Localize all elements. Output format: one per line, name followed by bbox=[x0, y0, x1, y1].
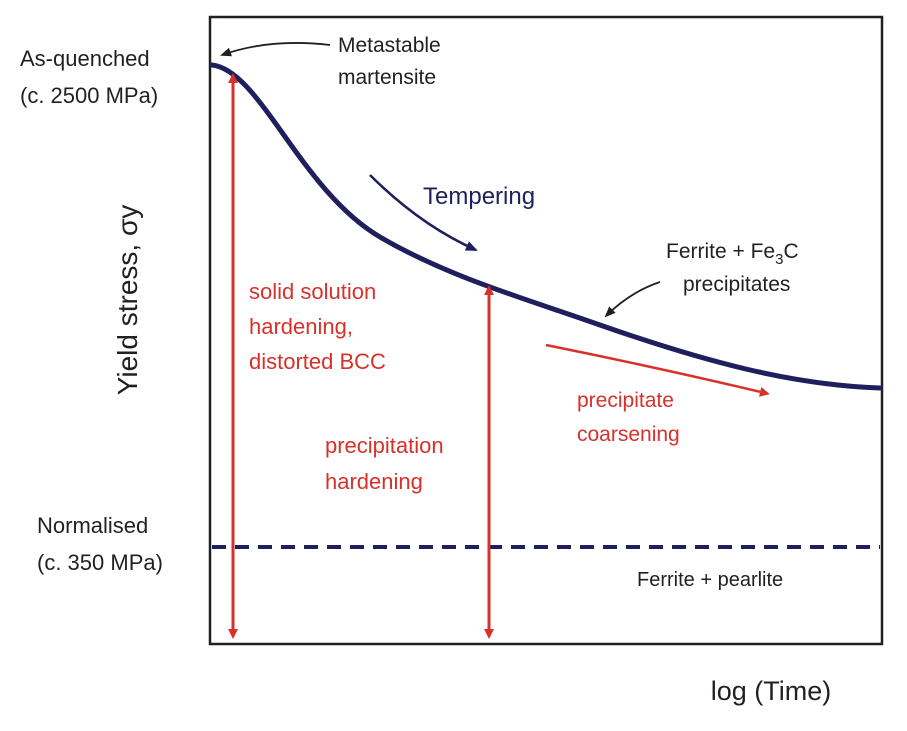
normalised-label: Normalised bbox=[37, 513, 148, 538]
plot-frame bbox=[208, 15, 884, 646]
coarsening-line1: precipitate bbox=[577, 389, 674, 412]
precipitates-label: precipitates bbox=[683, 273, 790, 296]
solid-solution-line1: solid solution bbox=[249, 279, 376, 304]
metastable-pointer-arrow bbox=[220, 42, 331, 57]
precipitation-line2: hardening bbox=[325, 469, 423, 494]
tempering-arrow bbox=[369, 174, 478, 252]
ferrite-fe3c-pointer-arrow bbox=[604, 281, 661, 318]
y-axis-label: Yield stress, σy bbox=[112, 205, 143, 396]
coarsening-arrow bbox=[545, 343, 770, 397]
tempering-label: Tempering bbox=[423, 183, 535, 210]
solid-solution-line3: distorted BCC bbox=[249, 349, 386, 374]
metastable-label: Metastable bbox=[338, 34, 441, 57]
martensite-label: martensite bbox=[338, 66, 436, 89]
as-quenched-label: As-quenched bbox=[20, 46, 150, 71]
normalised-value: (c. 350 MPa) bbox=[37, 550, 163, 575]
precipitation-line1: precipitation bbox=[325, 433, 444, 458]
coarsening-line2: coarsening bbox=[577, 423, 680, 446]
yield-stress-curve bbox=[209, 62, 883, 391]
solid-solution-line2: hardening, bbox=[249, 314, 353, 339]
ferrite-fe3c-label: Ferrite + Fe3C bbox=[666, 240, 799, 268]
x-axis-label: log (Time) bbox=[711, 676, 832, 706]
as-quenched-value: (c. 2500 MPa) bbox=[20, 83, 158, 108]
ferrite-pearlite-label: Ferrite + pearlite bbox=[637, 569, 783, 591]
